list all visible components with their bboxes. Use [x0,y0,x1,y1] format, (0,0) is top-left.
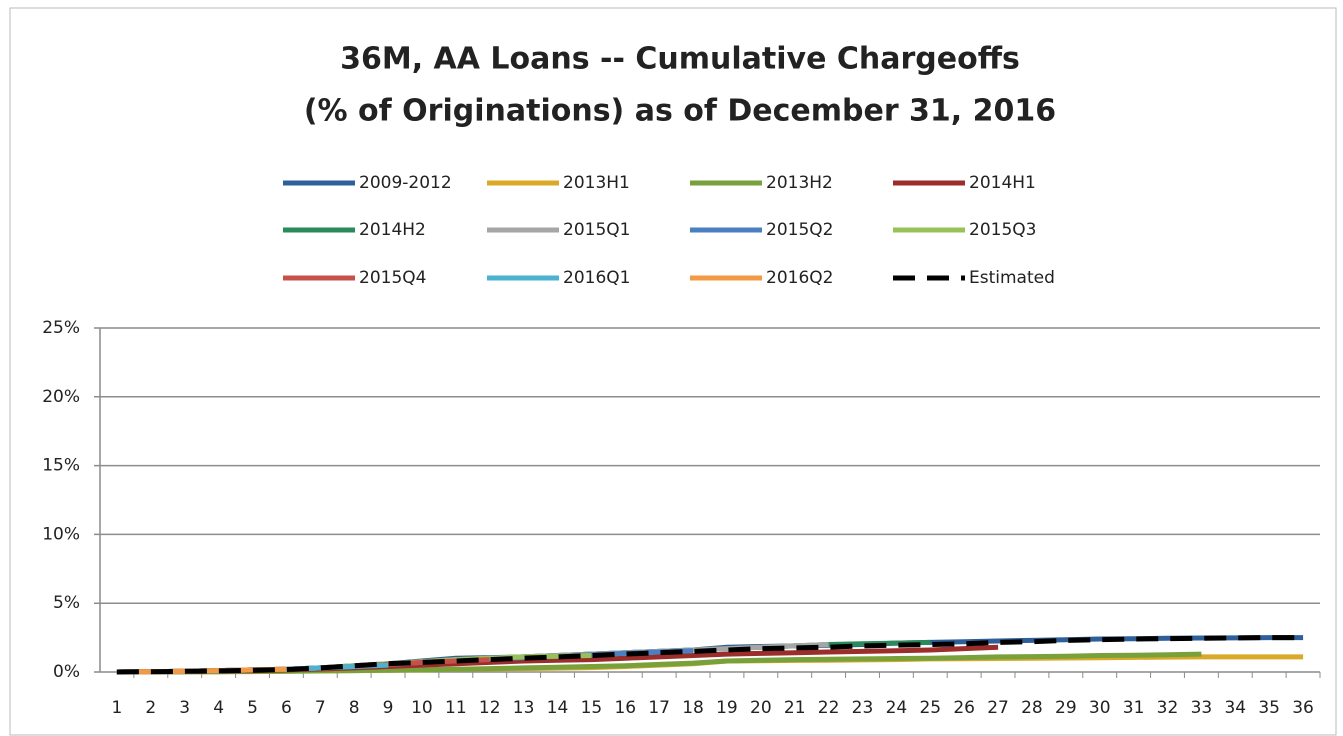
x-tick-label: 14 [547,698,569,718]
x-tick-label: 27 [987,698,1009,718]
legend-label: 2015Q4 [359,268,426,288]
x-tick-label: 17 [648,698,670,718]
legend-label: 2015Q3 [969,220,1036,240]
x-tick-label: 4 [213,698,224,718]
x-tick-label: 36 [1292,698,1314,718]
legend-label: Estimated [969,268,1055,288]
x-tick-label: 23 [852,698,874,718]
chart-title: (% of Originations) as of December 31, 2… [304,94,1056,129]
x-tick-label: 1 [112,698,123,718]
legend-label: 2013H1 [563,173,630,193]
x-tick-label: 35 [1258,698,1280,718]
x-tick-label: 6 [281,698,292,718]
x-tick-label: 20 [750,698,772,718]
y-tick-label: 0% [53,662,80,682]
y-tick-label: 5% [53,593,80,613]
legend-label: 2015Q2 [766,220,833,240]
x-tick-label: 12 [479,698,501,718]
x-tick-label: 2 [145,698,156,718]
x-tick-label: 13 [513,698,535,718]
chart-title: 36M, AA Loans -- Cumulative Chargeoffs [340,42,1020,77]
x-tick-label: 30 [1089,698,1111,718]
x-tick-label: 18 [682,698,704,718]
x-tick-label: 31 [1123,698,1145,718]
y-tick-label: 20% [42,387,80,407]
x-tick-label: 29 [1055,698,1077,718]
x-tick-label: 21 [784,698,806,718]
legend-label: 2015Q1 [563,220,630,240]
y-tick-label: 15% [42,456,80,476]
x-tick-label: 15 [581,698,603,718]
x-tick-label: 16 [614,698,636,718]
y-tick-label: 25% [42,318,80,338]
x-tick-label: 9 [383,698,394,718]
x-tick-label: 25 [919,698,941,718]
x-tick-label: 26 [953,698,975,718]
x-tick-label: 34 [1224,698,1246,718]
x-tick-label: 24 [886,698,908,718]
x-tick-label: 22 [818,698,840,718]
x-tick-label: 7 [315,698,326,718]
legend-label: 2016Q1 [563,268,630,288]
x-tick-label: 8 [349,698,360,718]
x-tick-label: 19 [716,698,738,718]
x-tick-label: 11 [445,698,467,718]
x-tick-label: 28 [1021,698,1043,718]
x-tick-label: 10 [411,698,433,718]
chart-frame [9,7,1337,736]
legend-label: 2013H2 [766,173,833,193]
legend-label: 2016Q2 [766,268,833,288]
series-line [116,635,1304,675]
legend-label: 2014H1 [969,173,1036,193]
x-tick-label: 32 [1157,698,1179,718]
legend-label: 2009-2012 [359,173,452,193]
x-tick-label: 3 [179,698,190,718]
x-tick-label: 5 [247,698,258,718]
legend-label: 2014H2 [359,220,426,240]
y-tick-label: 10% [42,524,80,544]
x-tick-label: 33 [1191,698,1213,718]
